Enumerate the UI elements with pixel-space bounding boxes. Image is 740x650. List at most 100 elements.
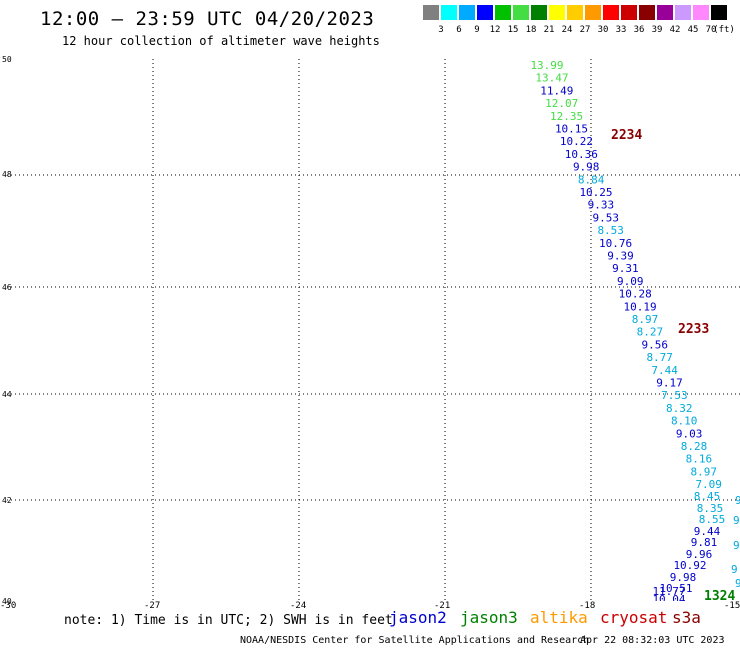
wave-height-label: 10.25 xyxy=(579,186,612,199)
wave-height-label-clipped: 9 xyxy=(731,563,738,576)
scale-label: 33 xyxy=(615,25,627,35)
wave-height-label-clipped: 9 xyxy=(735,494,740,507)
wave-height-label: 10.28 xyxy=(619,288,652,301)
wave-height-label: 10.15 xyxy=(555,123,588,136)
wave-height-label: 10.04 xyxy=(652,593,685,601)
scale-swatch xyxy=(549,5,565,20)
wave-height-label: 8.77 xyxy=(646,351,673,364)
satellite-legend-cryosat: cryosat xyxy=(600,608,668,627)
map-plot: 13.9913.4711.4912.0712.3510.1510.2210.36… xyxy=(7,59,740,601)
scale-swatch xyxy=(639,5,655,20)
wave-height-label: 13.99 xyxy=(530,59,563,72)
scale-swatch xyxy=(603,5,619,20)
latitude-tick-label: 42 xyxy=(2,496,12,505)
wave-height-label: 9.33 xyxy=(588,199,615,212)
wave-height-label: 10.22 xyxy=(560,135,593,148)
scale-swatch xyxy=(621,5,637,20)
wave-height-label: 9.09 xyxy=(617,275,644,288)
pass-time-label: 1324 xyxy=(704,589,735,601)
scale-label: 30 xyxy=(597,25,609,35)
satellite-legend-jason3: jason3 xyxy=(460,608,518,627)
satellite-legend-altika: altika xyxy=(530,608,588,627)
wave-height-label: 8.55 xyxy=(699,513,726,526)
wave-height-label: 10.51 xyxy=(659,582,692,595)
wave-height-label: 8.97 xyxy=(691,465,718,478)
wave-height-label: 8.84 xyxy=(578,173,605,186)
scale-label: 45 xyxy=(687,25,699,35)
plot-background xyxy=(7,59,740,601)
wave-height-label: 8.28 xyxy=(681,440,708,453)
satellite-legend-jason2: jason2 xyxy=(389,608,447,627)
wave-height-label: 11.77 xyxy=(652,585,685,598)
scale-swatch xyxy=(711,5,727,20)
longitude-tick-label: -27 xyxy=(144,601,161,611)
note-text: note: 1) Time is in UTC; 2) SWH is in fe… xyxy=(64,613,393,628)
longitude-tick-label: -24 xyxy=(290,601,307,611)
scale-swatch xyxy=(513,5,529,20)
wave-height-label: 9.17 xyxy=(656,377,683,390)
scale-swatch xyxy=(693,5,709,20)
scale-label: 15 xyxy=(507,25,519,35)
scale-label: 39 xyxy=(651,25,663,35)
pass-time-label: 2233 xyxy=(678,322,709,337)
wave-height-label-clipped: 9 xyxy=(733,539,740,552)
wave-height-label: 10.76 xyxy=(599,237,632,250)
longitude-tick-label: -21 xyxy=(434,601,451,611)
scale-label: 9 xyxy=(474,25,480,35)
wave-height-label: 7.44 xyxy=(651,364,678,377)
page-title: 12:00 – 23:59 UTC 04/20/2023 xyxy=(40,8,375,30)
satellite-legend-s3a: s3a xyxy=(672,608,701,627)
wave-height-label: 9.39 xyxy=(607,250,634,263)
wave-height-label: 8.35 xyxy=(697,502,724,515)
scale-swatch xyxy=(675,5,691,20)
wave-height-label: 7.53 xyxy=(661,389,688,402)
wave-height-label: 9.03 xyxy=(676,427,703,440)
wave-height-label: 13.47 xyxy=(535,72,568,85)
scale-label: 18 xyxy=(525,25,537,35)
scale-label: 21 xyxy=(543,25,555,35)
scale-swatch xyxy=(657,5,673,20)
scale-label: 24 xyxy=(561,25,573,35)
latitude-tick-label: 48 xyxy=(2,170,12,179)
wave-height-label: 9.81 xyxy=(691,536,718,549)
wave-height-label: 9.98 xyxy=(573,161,600,174)
scale-label: 42 xyxy=(669,25,681,35)
scale-unit: (ft) xyxy=(713,25,735,35)
wave-height-label: 9.31 xyxy=(612,262,639,275)
longitude-tick-label: -15 xyxy=(724,601,740,611)
scale-label: 27 xyxy=(579,25,591,35)
scale-swatch xyxy=(477,5,493,20)
scale-swatch xyxy=(585,5,601,20)
scale-swatch xyxy=(423,5,439,20)
wave-height-label: 9.53 xyxy=(593,211,620,224)
scale-label: 3 xyxy=(438,25,444,35)
wave-height-label-clipped: 9 xyxy=(733,514,740,527)
wave-height-label: 8.45 xyxy=(694,490,721,503)
wave-height-label: 10.19 xyxy=(624,300,657,313)
page-subtitle: 12 hour collection of altimeter wave hei… xyxy=(62,34,380,48)
wave-height-label: 9.44 xyxy=(694,525,721,538)
latitude-tick-label: 46 xyxy=(2,283,12,292)
latitude-tick-label: 44 xyxy=(2,390,12,399)
scale-swatch xyxy=(567,5,583,20)
latitude-tick-label: 50 xyxy=(2,55,12,64)
wave-height-label-clipped: 9 xyxy=(735,577,740,590)
scale-swatch xyxy=(531,5,547,20)
wave-height-label: 7.09 xyxy=(695,478,722,491)
scale-label: 70 xyxy=(705,25,717,35)
footer-timestamp: Apr 22 08:32:03 UTC 2023 xyxy=(580,635,725,646)
scale-label: 12 xyxy=(489,25,501,35)
wave-height-label: 8.27 xyxy=(637,326,664,339)
wave-height-label: 8.16 xyxy=(686,453,713,466)
longitude-tick-label: -30 xyxy=(0,601,17,611)
longitude-tick-label: -18 xyxy=(579,601,596,611)
wave-height-label: 8.10 xyxy=(671,415,698,428)
scale-label: 6 xyxy=(456,25,462,35)
scale-swatch xyxy=(495,5,511,20)
wave-height-label: 9.56 xyxy=(642,338,669,351)
wave-height-label: 11.49 xyxy=(540,84,573,97)
wave-height-label: 10.36 xyxy=(565,148,598,161)
latitude-tick-label: 40 xyxy=(2,597,12,606)
wave-height-label: 8.97 xyxy=(632,313,659,326)
wave-height-label: 10.92 xyxy=(673,559,706,572)
